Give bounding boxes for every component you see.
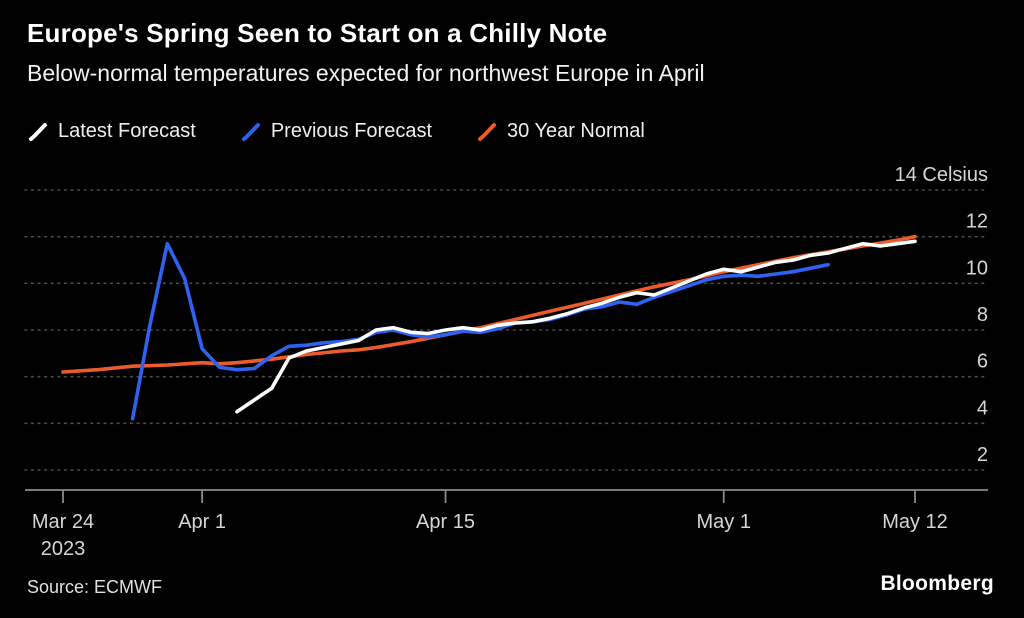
line-swatch-stroke (478, 122, 497, 141)
series-line-previous-forecast (130, 241, 830, 421)
y-axis-label: 12 (966, 211, 988, 233)
x-axis-label: May 1 (697, 511, 751, 533)
legend-item-previous-forecast: Previous Forecast (240, 120, 432, 143)
y-axis-label: 2 (977, 444, 988, 466)
series-line-30-year-normal (61, 234, 917, 374)
legend-item-30-year-normal: 30 Year Normal (476, 120, 645, 143)
line-swatch-icon (478, 122, 497, 141)
line-swatch-stroke (29, 122, 47, 141)
series-line-latest-forecast (235, 239, 917, 414)
line-swatch-stroke (241, 122, 260, 141)
line-swatch-icon (241, 122, 260, 141)
x-axis-year-label: 2023 (41, 538, 86, 560)
source-note: Source: ECMWF (27, 577, 163, 597)
bloomberg-logo: Bloomberg (880, 572, 994, 595)
chart-title: Europe's Spring Seen to Start on a Chill… (27, 18, 608, 48)
x-axis-label: Apr 1 (178, 511, 226, 533)
y-axis-label: 10 (966, 257, 988, 279)
y-axis-label: 6 (977, 351, 988, 373)
x-axis-label: May 12 (882, 511, 948, 533)
y-axis-label: 8 (977, 304, 988, 326)
line-swatch-icon (29, 122, 47, 141)
y-axis-label: 14 Celsius (895, 164, 988, 186)
legend: Latest Forecast Previous Forecast 30 Yea… (27, 120, 645, 143)
chart-subtitle: Below-normal temperatures expected for n… (27, 60, 705, 86)
x-axis-label: Apr 15 (416, 511, 475, 533)
x-axis-label: Mar 24 (32, 511, 94, 533)
legend-label: Previous Forecast (270, 120, 433, 142)
legend-label: 30 Year Normal (507, 120, 645, 142)
y-axis-label: 4 (977, 397, 988, 419)
legend-label: Latest Forecast (58, 120, 196, 142)
legend-item-latest-forecast: Latest Forecast (27, 120, 196, 143)
